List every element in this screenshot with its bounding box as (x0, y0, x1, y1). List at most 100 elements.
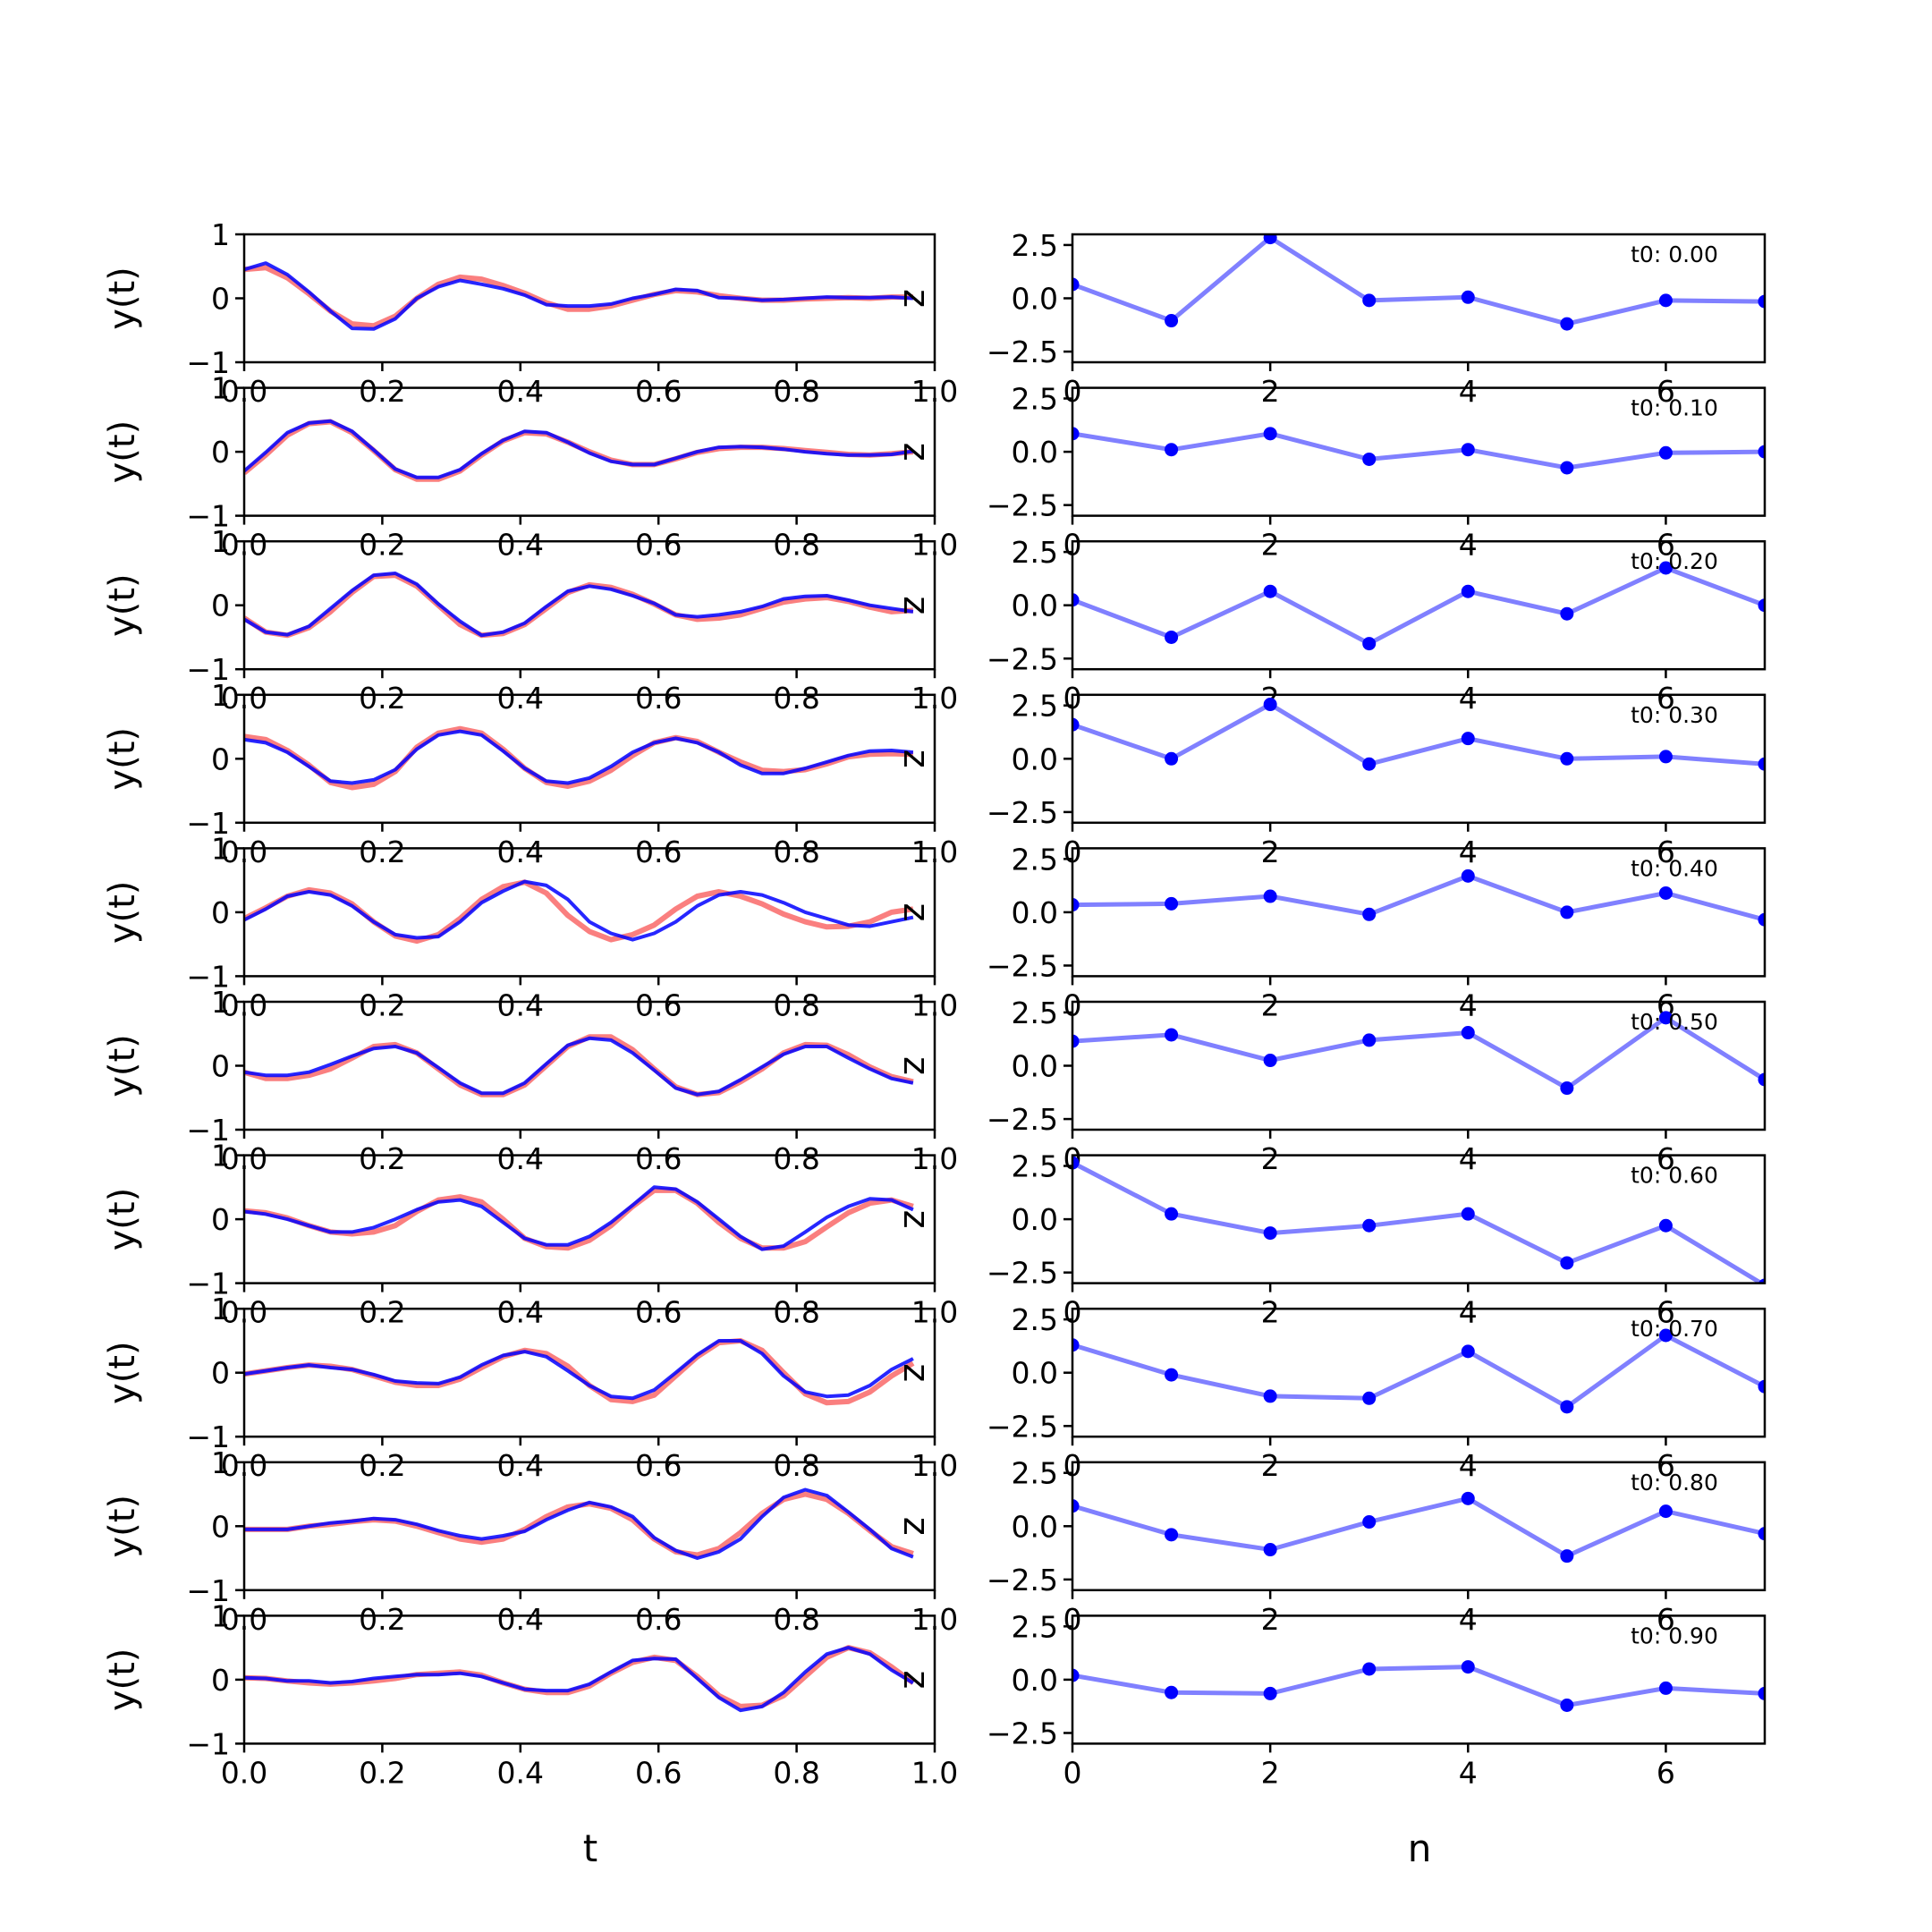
y-tick-label: −1 (186, 959, 230, 994)
left-axes-frame (242, 1154, 936, 1284)
z-label: z (895, 902, 936, 921)
coefficient-point (1165, 1368, 1179, 1382)
x-tick-label: 0.8 (773, 1295, 819, 1330)
coefficient-point (1263, 698, 1277, 712)
coefficient-point (1560, 1081, 1574, 1096)
coefficient-point (1658, 1681, 1673, 1695)
t0-annotation: t0: 0.90 (1631, 1623, 1718, 1648)
y-tick-label: 2.5 (1012, 535, 1058, 570)
prediction-line (244, 572, 914, 638)
y-tick-label: 2.5 (1012, 996, 1058, 1030)
x-tick-label: 0.8 (773, 1448, 819, 1483)
x-tick-label: 0.8 (773, 835, 819, 869)
prediction-line (244, 1339, 914, 1401)
coefficient-point (1072, 593, 1080, 607)
y-tick-label: −1 (186, 345, 230, 380)
x-tick-label: 0.6 (635, 1755, 682, 1790)
x-tick-label: 0.6 (635, 374, 682, 409)
y-tick-label: 0 (211, 282, 230, 317)
y-tick-label: −1 (186, 1419, 230, 1454)
y-tick-label: −1 (186, 1113, 230, 1148)
x-tick-label: 6 (1657, 374, 1675, 409)
prediction-line (244, 419, 914, 479)
x-tick-label: 0.8 (773, 987, 819, 1022)
y-axis-label: y(t) (102, 727, 143, 791)
x-tick-label: 0.2 (359, 374, 405, 409)
x-tick-label: 0.0 (221, 1755, 267, 1790)
t0-annotation: t0: 0.00 (1631, 242, 1718, 267)
z-label: z (895, 596, 936, 614)
x-tick-label: 0.4 (497, 681, 544, 716)
y-tick-label: 0 (211, 1202, 230, 1237)
coefficient-point (1165, 1207, 1179, 1221)
prediction-line (244, 261, 914, 331)
y-tick-label: 1 (211, 1598, 230, 1633)
y-tick-label: −2.5 (987, 1563, 1058, 1597)
y-tick-label: 0.0 (1012, 435, 1058, 470)
coefficient-point (1658, 886, 1673, 900)
y-tick-label: 2.5 (1012, 228, 1058, 263)
truth-line (244, 1645, 915, 1709)
x-tick-label: 2 (1261, 374, 1280, 409)
coefficient-point (1461, 1207, 1475, 1221)
coefficient-point (1560, 1699, 1574, 1712)
coefficient-point (1461, 869, 1475, 883)
x-tick-label: 0.2 (359, 1141, 405, 1176)
coefficient-line (1072, 1014, 1765, 1091)
y-tick-label: −1 (186, 499, 230, 534)
coefficient-point (1263, 1389, 1277, 1403)
y-axis-label: y(t) (102, 267, 143, 330)
right-panel-4: 2.50.0−2.50 2 4 6t0: 0.30 (987, 689, 1767, 869)
coefficient-point (1362, 1391, 1377, 1405)
coefficient-point (1560, 1549, 1574, 1563)
coefficient-point (1072, 717, 1080, 732)
y-axis-label: y(t) (102, 1034, 143, 1097)
y-tick-label: 1 (211, 371, 230, 406)
right-panel-9: 2.50.0−2.50 2 4 6t0: 0.80 (987, 1456, 1767, 1637)
coefficient-point (1072, 898, 1080, 912)
coefficient-point (1461, 290, 1475, 304)
x-tick-label: 0.8 (773, 1755, 819, 1790)
left-axes-frame (242, 1461, 936, 1592)
y-tick-label: 0 (211, 895, 230, 930)
coefficient-point (1362, 1218, 1377, 1233)
prediction-line (244, 879, 914, 942)
y-tick-label: 2.5 (1012, 1609, 1058, 1644)
coefficient-point (1658, 1218, 1673, 1233)
x-tick-label: 4 (1459, 1755, 1478, 1790)
right-x-axis-label: n (1408, 1826, 1432, 1870)
coefficient-point (1072, 427, 1080, 441)
right-panel-5: 2.50.0−2.50 2 4 6t0: 0.40 (987, 842, 1767, 1022)
y-tick-label: 2.5 (1012, 842, 1058, 877)
y-tick-label: 1 (211, 1139, 230, 1174)
y-tick-label: 1 (211, 1445, 230, 1480)
z-label: z (895, 1670, 936, 1689)
coefficient-point (1072, 1499, 1080, 1513)
coefficient-point (1758, 294, 1765, 309)
y-tick-label: −1 (186, 1267, 230, 1301)
y-axis-label: y(t) (102, 1188, 143, 1251)
coefficient-point (1263, 427, 1277, 441)
coefficient-point (1165, 1528, 1179, 1542)
x-tick-label: 6 (1657, 1141, 1675, 1176)
coefficient-point (1560, 317, 1574, 331)
x-tick-label: 6 (1657, 835, 1675, 869)
coefficient-line (1072, 234, 1765, 326)
coefficient-point (1362, 452, 1377, 466)
y-tick-label: 1 (211, 1292, 230, 1326)
coefficient-point (1263, 234, 1277, 245)
x-tick-label: 4 (1459, 528, 1478, 563)
y-tick-label: 2.5 (1012, 382, 1058, 417)
truth-line (244, 1491, 914, 1558)
coefficient-point (1072, 1156, 1080, 1170)
y-tick-label: 2.5 (1012, 689, 1058, 724)
right-panel-7: 2.50.0−2.50 2 4 6t0: 0.60 (987, 1149, 1767, 1330)
left-x-axis-label: t (583, 1826, 597, 1870)
y-axis-label: y(t) (102, 1648, 143, 1712)
x-tick-label: 0.2 (359, 1755, 405, 1790)
x-tick-label: 2 (1261, 1448, 1280, 1483)
